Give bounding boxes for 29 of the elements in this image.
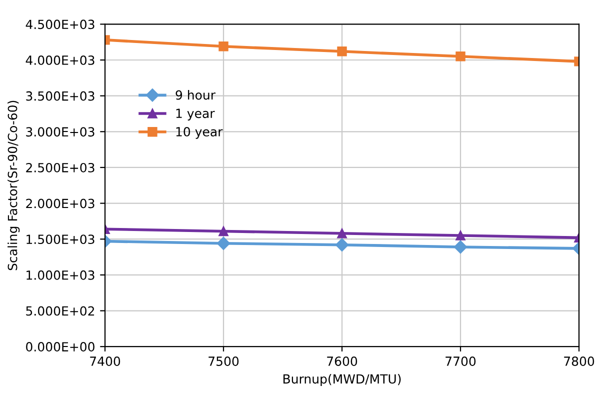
x-tick-label: 7700 xyxy=(446,356,476,366)
y-tick-label: 2.000E+03 xyxy=(26,198,94,208)
y-tick-label: 1.500E+03 xyxy=(26,234,94,244)
point xyxy=(218,42,228,52)
legend-label: 9 hour xyxy=(176,90,216,100)
x-tick-label: 7600 xyxy=(327,356,358,366)
x-tick-label: 7500 xyxy=(208,356,239,366)
y-tick-label: 3.000E+03 xyxy=(26,127,94,137)
point xyxy=(337,228,347,238)
y-axis-title: Scaling Factor(Sr-90/Co-60) xyxy=(8,100,20,270)
y-tick-label: 1.000E+03 xyxy=(26,270,94,280)
legend-label: 1 year xyxy=(176,108,215,120)
y-tick-label: 0.000E+00 xyxy=(26,342,94,352)
y-tick-label: 3.500E+03 xyxy=(26,91,94,101)
point xyxy=(218,226,228,236)
point xyxy=(454,240,468,254)
point xyxy=(456,52,466,62)
x-tick-label: 7800 xyxy=(564,356,594,366)
point xyxy=(335,238,349,252)
y-tick-label: 4.500E+03 xyxy=(26,20,94,30)
y-tick-label: 2.500E+03 xyxy=(26,162,94,172)
x-tick-label: 7400 xyxy=(90,356,120,366)
y-tick-label: 4.000E+03 xyxy=(26,55,94,65)
point xyxy=(337,46,347,56)
x-axis-title: Burnup(MWD/MTU) xyxy=(283,374,401,386)
y-tick-label: 5.000E+02 xyxy=(26,306,94,316)
legend-label: 10 year xyxy=(176,126,223,139)
point xyxy=(456,230,466,240)
point xyxy=(216,236,230,250)
